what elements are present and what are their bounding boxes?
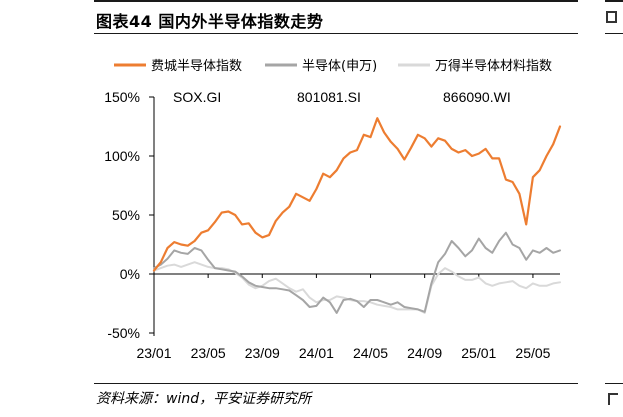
legend-label-2: 万得半导体材料指数 <box>435 58 552 74</box>
x-tick-label: 25/05 <box>515 345 550 361</box>
adjacent-figure-title-bar <box>605 0 623 34</box>
series-annotations: SOX.GI 801081.SI 866090.WI <box>173 89 511 105</box>
x-tick-label: 25/01 <box>461 345 496 361</box>
adjacent-figure-title-glyph <box>606 11 617 23</box>
adjacent-figure-source-glyph <box>608 393 618 405</box>
x-tick-label: 24/01 <box>299 345 334 361</box>
y-tick-label: -50% <box>107 325 140 341</box>
adjacent-figure-rule <box>605 383 623 384</box>
annotation-sox: SOX.GI <box>173 89 221 105</box>
x-tick-label: 23/05 <box>191 345 226 361</box>
annotation-866090: 866090.WI <box>443 89 511 105</box>
source-note: 资料来源：wind，平安证券研究所 <box>96 391 312 407</box>
figure-title: 图表44 国内外半导体指数走势 <box>96 12 324 31</box>
legend-label-1: 半导体(申万) <box>302 59 377 74</box>
series-line-2 <box>153 261 561 314</box>
y-tick-label: 0% <box>120 266 140 282</box>
x-tick-label: 23/01 <box>136 345 171 361</box>
title-bar <box>94 0 578 34</box>
series-line-1 <box>153 231 561 314</box>
x-tick-label: 23/09 <box>245 345 280 361</box>
source-rule <box>94 383 578 384</box>
y-tick-label: 50% <box>112 207 140 223</box>
y-tick-label: 150% <box>104 89 140 105</box>
legend-label-0: 费城半导体指数 <box>151 59 242 74</box>
x-axis: 23/01 23/05 23/09 24/01 24/05 24/09 25/01 25/05 <box>136 273 560 361</box>
x-tick-label: 24/05 <box>353 345 388 361</box>
series-line-0 <box>152 117 562 272</box>
legend: 费城半导体指数 半导体(申万) 万得半导体材料指数 <box>114 58 552 74</box>
y-tick-label: 100% <box>104 148 140 164</box>
x-tick-label: 24/09 <box>407 345 442 361</box>
y-axis: 150% 100% 50% 0% -50% <box>104 89 155 341</box>
plot-lines <box>152 117 562 314</box>
annotation-801081: 801081.SI <box>297 89 361 105</box>
